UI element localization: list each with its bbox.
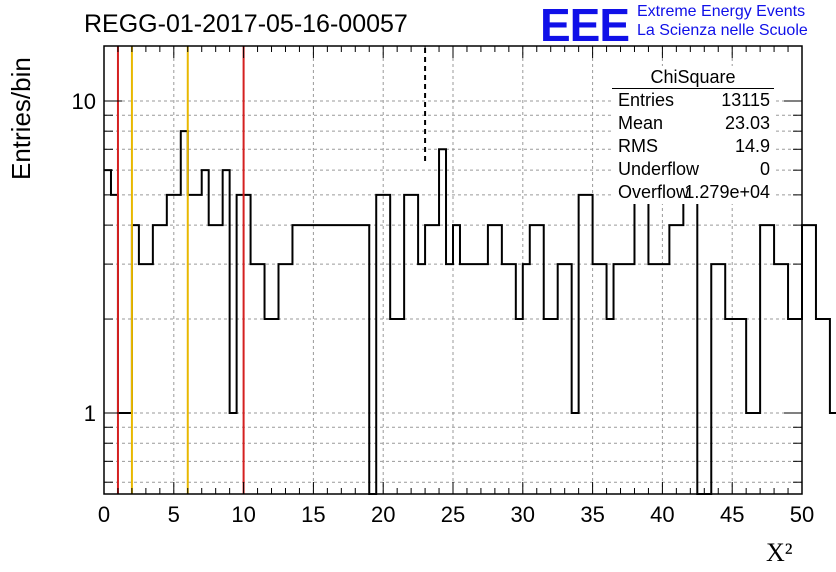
stats-value: 23.03	[724, 113, 770, 133]
stats-value: 13115	[721, 90, 770, 110]
y-tick-label: 10	[72, 89, 96, 114]
y-axis-label: Entries/bin	[6, 57, 36, 180]
x-tick-label: 0	[98, 502, 110, 527]
stats-key: RMS	[618, 136, 658, 156]
stats-value: 0	[759, 159, 770, 179]
y-tick-label: 1	[84, 401, 96, 426]
stats-key: Underflow	[618, 159, 700, 179]
logo-line-2: La Scienza nelle Scuole	[637, 22, 808, 39]
x-tick-label: 20	[371, 502, 395, 527]
logo-line-1: Extreme Energy Events	[637, 3, 806, 20]
x-tick-label: 45	[720, 502, 744, 527]
stats-key: Entries	[618, 90, 675, 110]
stats-title: ChiSquare	[612, 66, 774, 89]
x-tick-label: 25	[441, 502, 465, 527]
eee-logo-mark: EEE	[540, 0, 630, 51]
stats-row-underflow: Underflow 0	[612, 158, 774, 181]
x-axis-label: X²	[766, 538, 793, 567]
x-tick-label: 40	[650, 502, 674, 527]
histogram-title: REGG-01-2017-05-16-00057	[84, 10, 408, 38]
histogram-series	[104, 130, 836, 495]
x-tick-label: 5	[168, 502, 180, 527]
stats-value: 14.9	[734, 136, 770, 156]
stats-row-rms: RMS 14.9	[612, 135, 774, 158]
stats-value: 1.279e+04	[684, 182, 770, 202]
stats-key: Mean	[618, 113, 664, 133]
stats-key: Overflow	[618, 182, 690, 202]
x-tick-label: 10	[231, 502, 255, 527]
x-tick-label: 35	[580, 502, 604, 527]
stats-row-entries: Entries 13115	[612, 89, 774, 112]
stats-row-mean: Mean 23.03	[612, 112, 774, 135]
x-tick-label: 15	[301, 502, 325, 527]
x-tick-label: 30	[511, 502, 535, 527]
stats-box: ChiSquare Entries 13115 Mean 23.03 RMS 14.9…	[612, 66, 774, 204]
stats-row-overflow: Overflow 1.279e+04	[612, 181, 774, 204]
eee-logo-text: Extreme Energy Events La Scienza nelle S…	[637, 2, 808, 40]
x-tick-label: 50	[790, 502, 814, 527]
